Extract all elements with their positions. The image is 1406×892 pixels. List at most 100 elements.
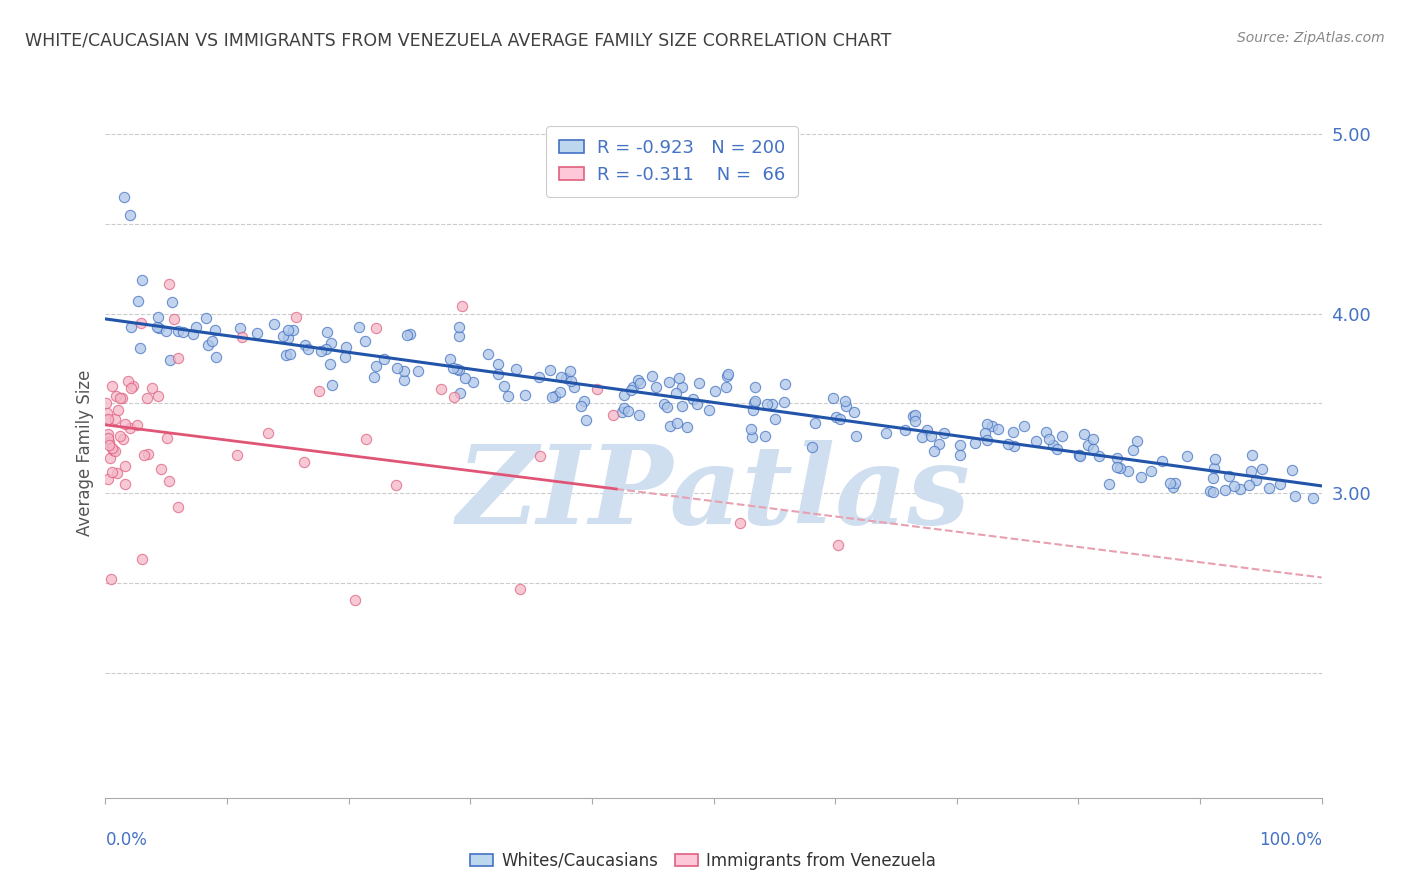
Point <box>529 449 551 463</box>
Point <box>1129 470 1152 484</box>
Point <box>1202 461 1225 475</box>
Point <box>657 401 679 415</box>
Point <box>1050 429 1073 443</box>
Point <box>225 448 247 462</box>
Point <box>671 399 693 413</box>
Point <box>697 402 720 417</box>
Point <box>104 389 127 403</box>
Point <box>129 316 152 330</box>
Point <box>132 448 155 462</box>
Point <box>554 371 576 385</box>
Point <box>562 380 585 394</box>
Point <box>714 380 737 394</box>
Point <box>981 418 1004 433</box>
Point <box>148 389 170 403</box>
Point <box>146 320 169 334</box>
Point <box>1046 442 1069 457</box>
Point <box>1251 462 1274 476</box>
Point <box>156 431 179 445</box>
Point <box>550 370 572 384</box>
Point <box>127 418 149 433</box>
Point <box>94 396 117 410</box>
Point <box>834 394 856 409</box>
Point <box>505 362 527 376</box>
Point <box>184 319 207 334</box>
Point <box>101 465 124 479</box>
Point <box>121 320 143 334</box>
Point <box>394 373 416 387</box>
Point <box>529 370 551 384</box>
Point <box>477 346 499 360</box>
Point <box>1108 460 1130 475</box>
Point <box>159 353 181 368</box>
Point <box>1069 449 1091 463</box>
Point <box>744 393 766 408</box>
Point <box>114 476 136 491</box>
Point <box>560 364 582 378</box>
Point <box>987 422 1010 436</box>
Point <box>103 443 125 458</box>
Point <box>1087 449 1109 463</box>
Point <box>118 421 141 435</box>
Point <box>627 408 650 422</box>
Point <box>486 367 509 381</box>
Point <box>96 406 118 420</box>
Point <box>114 417 136 431</box>
Point <box>396 328 419 343</box>
Point <box>197 338 219 352</box>
Point <box>613 388 636 402</box>
Point <box>284 310 307 324</box>
Point <box>610 405 633 419</box>
Point <box>686 396 709 410</box>
Point <box>163 311 186 326</box>
Point <box>204 350 226 364</box>
Point <box>181 326 204 341</box>
Point <box>1204 452 1226 467</box>
Point <box>271 328 294 343</box>
Point <box>117 374 139 388</box>
Point <box>973 425 995 440</box>
Point <box>167 351 190 366</box>
Point <box>104 444 127 458</box>
Point <box>118 208 141 222</box>
Point <box>742 403 765 417</box>
Point <box>911 430 934 444</box>
Point <box>1012 419 1035 434</box>
Point <box>844 405 866 419</box>
Point <box>292 455 315 469</box>
Point <box>354 334 377 348</box>
Point <box>96 413 118 427</box>
Point <box>1097 476 1119 491</box>
Point <box>801 440 824 454</box>
Point <box>1073 426 1095 441</box>
Point <box>1229 482 1251 496</box>
Point <box>904 414 927 428</box>
Point <box>107 402 129 417</box>
Point <box>628 376 651 390</box>
Point <box>1069 449 1091 463</box>
Point <box>104 411 127 425</box>
Point <box>319 357 342 371</box>
Point <box>717 367 740 381</box>
Point <box>548 384 571 399</box>
Point <box>333 351 356 365</box>
Point <box>893 423 915 437</box>
Point <box>274 348 297 362</box>
Text: ZIPatlas: ZIPatlas <box>457 441 970 548</box>
Point <box>155 324 177 338</box>
Point <box>875 425 897 440</box>
Point <box>665 416 688 430</box>
Point <box>450 299 472 313</box>
Point <box>621 380 644 394</box>
Point <box>904 408 927 422</box>
Point <box>1077 438 1099 452</box>
Point <box>1002 425 1025 439</box>
Point <box>122 379 145 393</box>
Point <box>1035 425 1057 439</box>
Point <box>316 325 339 339</box>
Point <box>627 373 650 387</box>
Point <box>513 388 536 402</box>
Point <box>658 418 681 433</box>
Point <box>845 429 868 443</box>
Point <box>97 472 120 486</box>
